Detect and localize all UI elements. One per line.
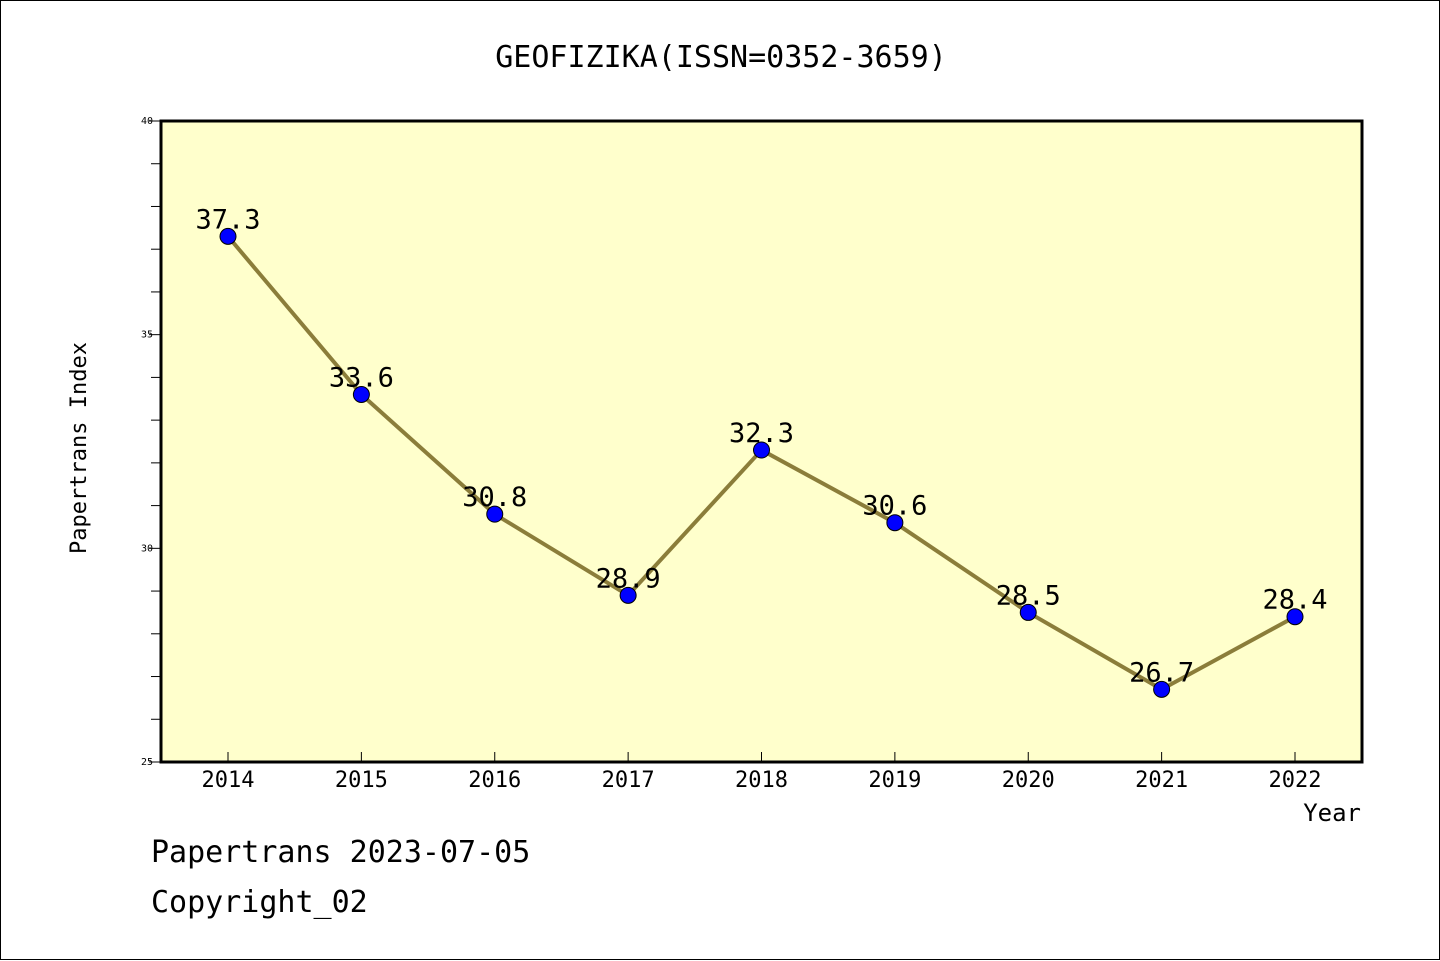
x-tick-label: 2016	[468, 768, 521, 793]
data-point	[219, 227, 237, 245]
data-label: 28.5	[996, 580, 1061, 611]
y-axis-label: Papertrans Index	[67, 342, 92, 554]
x-axis-ticks: 2014 2015 2016 2017 2018 2019 2020 2021 2022	[202, 752, 1322, 793]
x-tick-label: 2014	[202, 768, 255, 793]
data-label: 30.6	[862, 491, 927, 522]
x-tick-label: 2022	[1269, 768, 1322, 793]
data-point	[753, 441, 770, 459]
data-point	[1019, 603, 1037, 621]
data-label: 32.3	[729, 418, 794, 449]
data-label: 28.9	[596, 563, 661, 594]
data-label: 30.8	[462, 482, 527, 513]
data-markers	[219, 227, 1304, 698]
data-label: 37.3	[195, 204, 260, 235]
data-label: 33.6	[329, 362, 394, 393]
data-point	[619, 586, 637, 604]
data-point	[1286, 608, 1304, 626]
footer-copyright-text: Copyright_02	[151, 885, 368, 920]
x-tick-label: 2019	[868, 768, 921, 793]
data-label: 28.4	[1262, 585, 1327, 616]
plot-area	[159, 119, 1364, 764]
data-point	[1153, 680, 1171, 698]
data-labels: 37.3 33.6 30.8 28.9 32.3 30.6 28.5 26.7 28.4	[195, 204, 1327, 688]
x-tick-label: 2020	[1002, 768, 1055, 793]
x-tick-label: 2017	[602, 768, 655, 793]
data-point	[886, 514, 904, 532]
y-tick-label: 30	[141, 543, 153, 554]
y-tick-label: 35	[141, 330, 153, 341]
footer-date-text: Papertrans 2023-07-05	[151, 835, 531, 870]
x-tick-label: 2018	[735, 768, 788, 793]
data-point	[352, 385, 370, 403]
chart-title: GEOFIZIKA(ISSN=0352-3659)	[495, 40, 947, 75]
y-axis-ticks: 25 30 35 40	[141, 116, 161, 768]
data-label: 26.7	[1129, 657, 1194, 688]
data-point	[486, 505, 504, 523]
y-tick-label: 25	[141, 757, 153, 768]
x-tick-label: 2021	[1135, 768, 1188, 793]
y-tick-label: 40	[141, 116, 153, 127]
x-axis-label: Year	[1303, 799, 1361, 827]
x-tick-label: 2015	[335, 768, 388, 793]
